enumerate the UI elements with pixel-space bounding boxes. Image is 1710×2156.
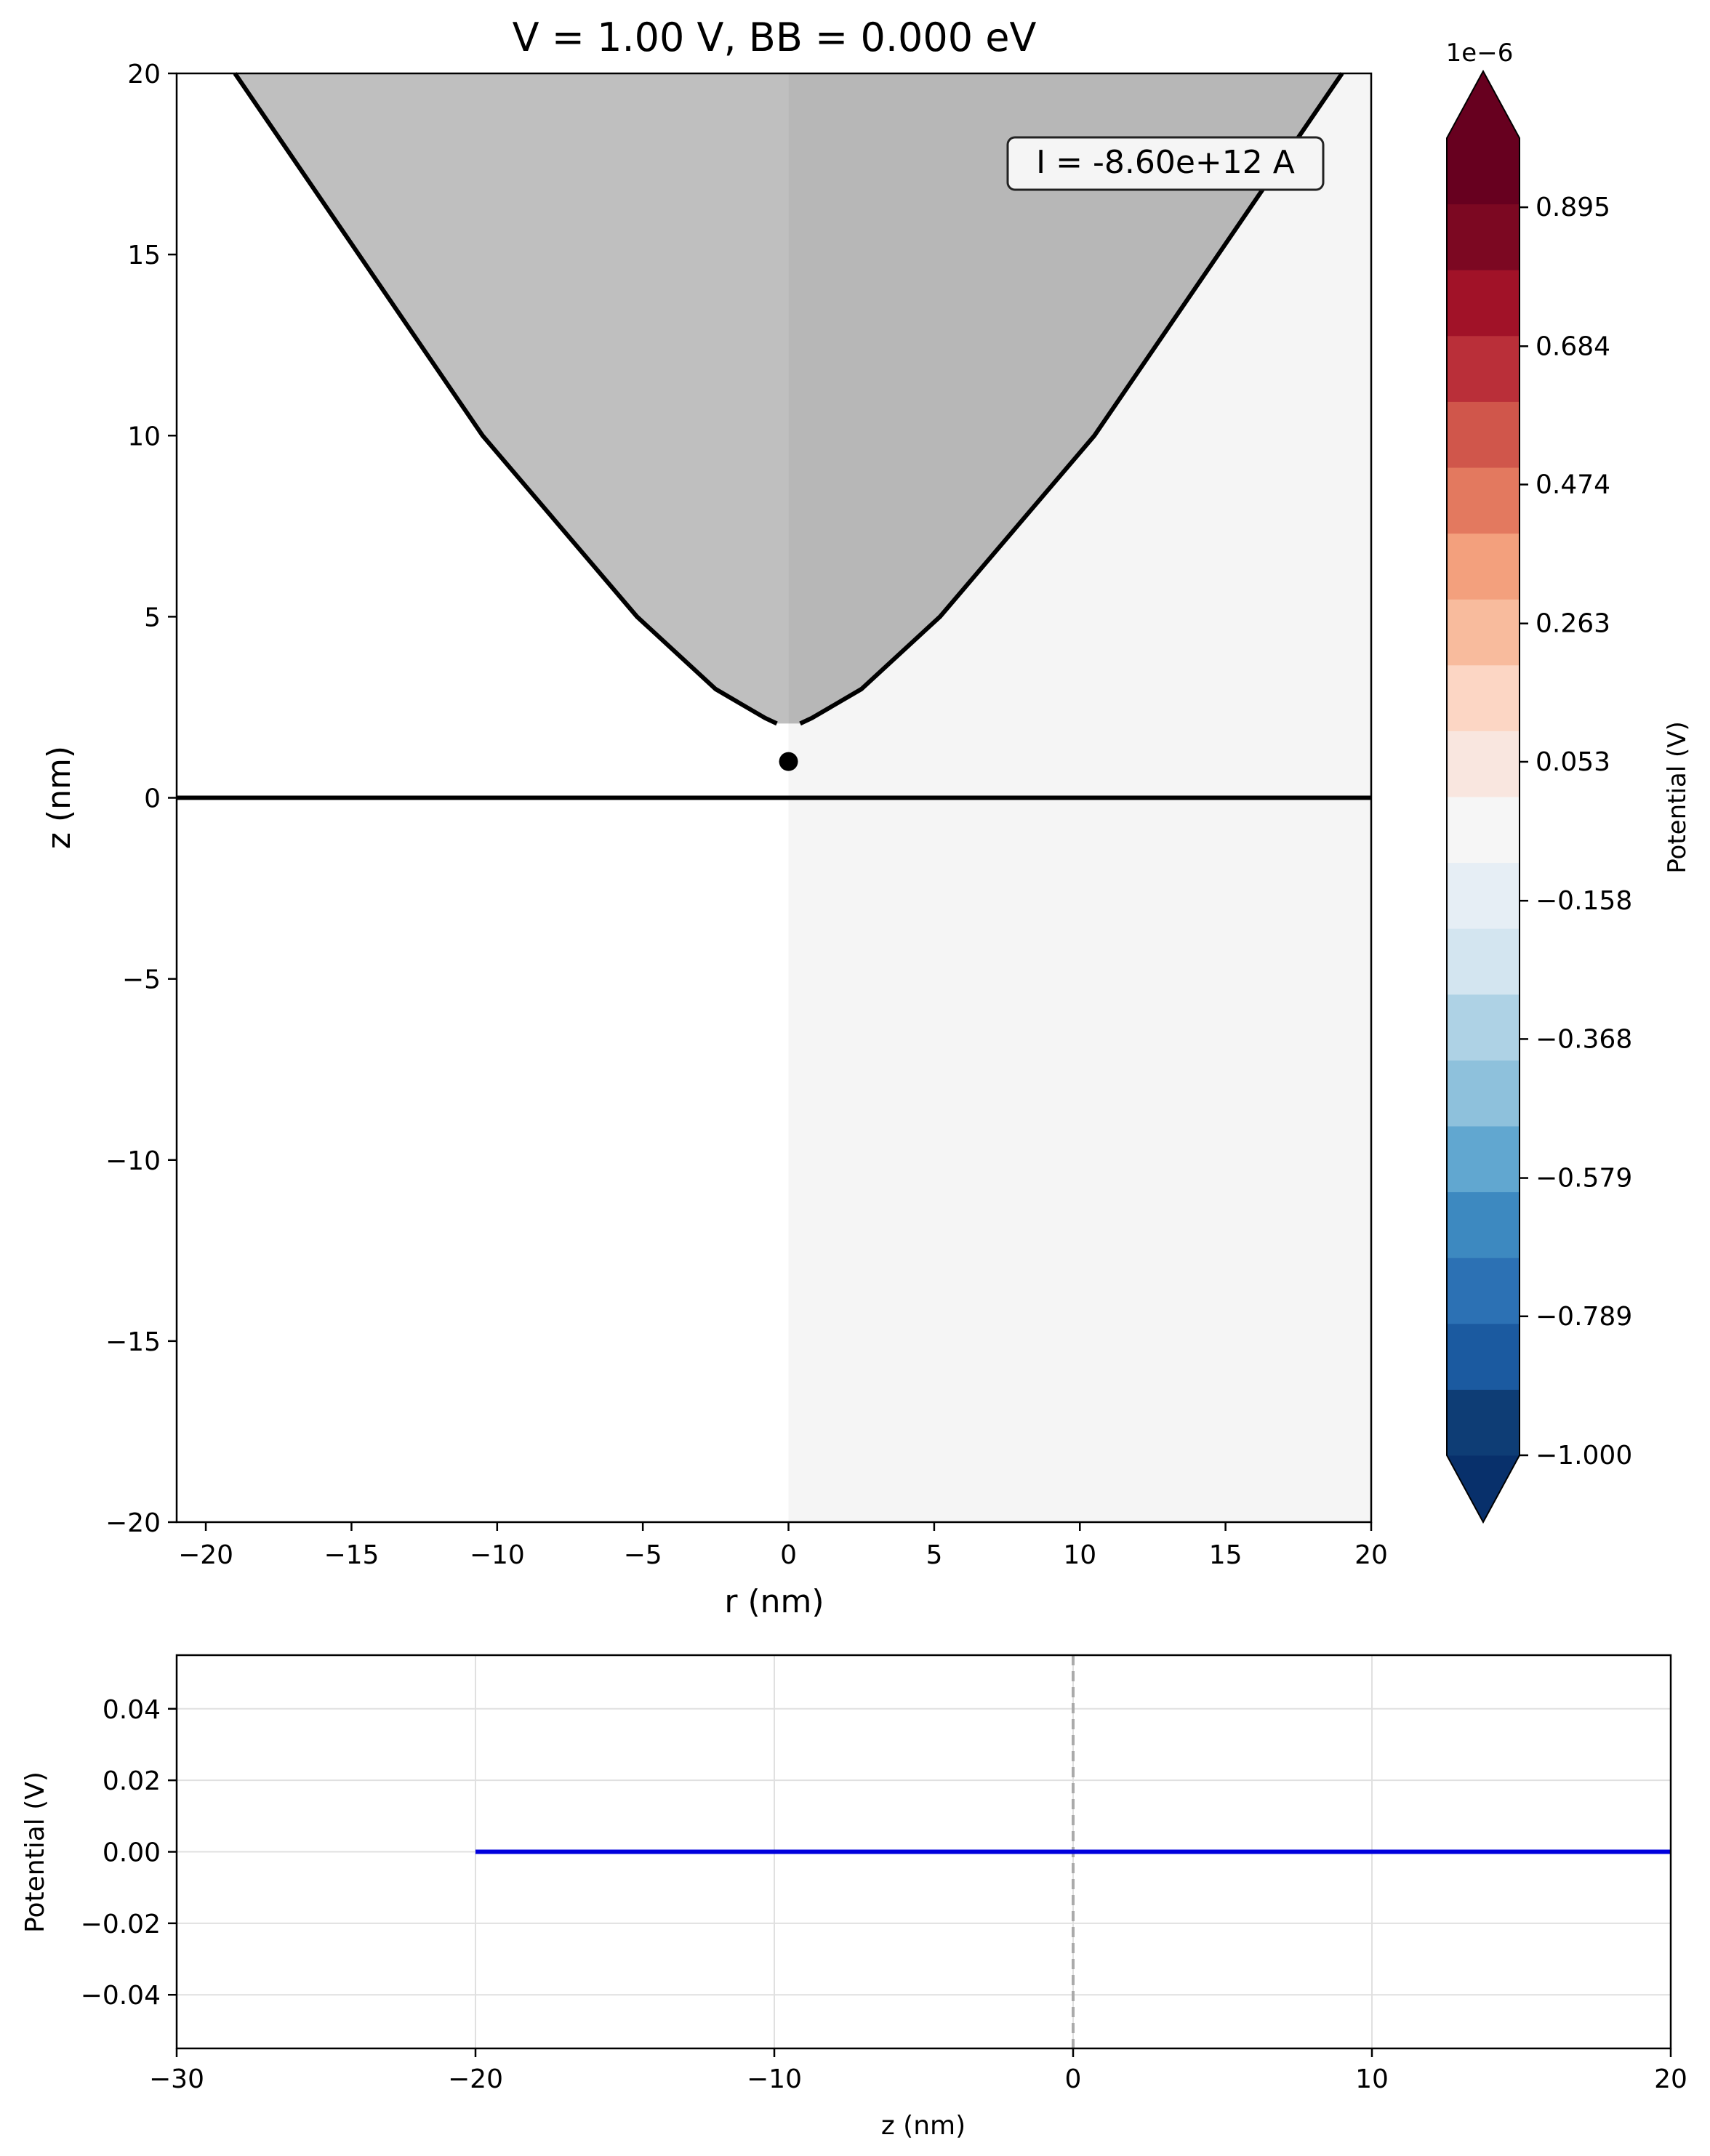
colorbar-ticks: 0.895 0.684 0.474 0.263 0.053 −0.158 −0.368 −0.… bbox=[1520, 193, 1632, 1471]
colorbar-level bbox=[1447, 797, 1520, 864]
x-tick-label: 20 bbox=[1354, 1540, 1388, 1570]
x-tick-label: −20 bbox=[448, 2064, 503, 2094]
y-tick-label: 0.00 bbox=[103, 1838, 161, 1868]
colorbar-tick-label: −1.000 bbox=[1536, 1441, 1632, 1471]
x-tick-label: 5 bbox=[926, 1540, 942, 1570]
y-axis-label: z (nm) bbox=[41, 746, 78, 849]
colorbar-level bbox=[1447, 599, 1520, 666]
x-axis-label: z (nm) bbox=[881, 2111, 966, 2141]
potential-profile-panel: −30 −20 −10 0 10 20 0.04 0.02 0.00 −0.02 −0.04 z (… bbox=[20, 1654, 1687, 2141]
colorbar-level bbox=[1447, 138, 1520, 205]
x-axis-label: r (nm) bbox=[724, 1583, 824, 1620]
colorbar-level bbox=[1447, 204, 1520, 270]
y-tick-label: 0.04 bbox=[103, 1695, 161, 1725]
y-axis-label: Potential (V) bbox=[20, 1771, 50, 1933]
chart-title: V = 1.00 V, BB = 0.000 eV bbox=[513, 15, 1037, 60]
colorbar-tick-label: −0.158 bbox=[1536, 886, 1632, 916]
x-tick-label: −10 bbox=[747, 2064, 802, 2094]
colorbar-level bbox=[1447, 1323, 1520, 1390]
colorbar-tick-label: 0.895 bbox=[1536, 193, 1610, 222]
colorbar-tick-label: 0.053 bbox=[1536, 747, 1610, 777]
x-tick-label: −10 bbox=[470, 1540, 525, 1570]
colorbar: 1e−6 0.895 0.684 0.474 0.263 0.053 −0.158 −0.3… bbox=[1446, 39, 1692, 1524]
colorbar-level bbox=[1447, 1389, 1520, 1456]
y-tick-label: 5 bbox=[144, 603, 161, 632]
y-tick-label: −0.04 bbox=[81, 1981, 161, 2011]
colorbar-level bbox=[1447, 270, 1520, 337]
colorbar-level bbox=[1447, 664, 1520, 731]
colorbar-level bbox=[1447, 533, 1520, 600]
y-tick-label: 10 bbox=[127, 422, 161, 451]
y-tick-label: −10 bbox=[105, 1146, 161, 1176]
axes: −20 −15 −10 −5 0 5 10 15 20 −20 −15 −10 −5 0 5 10 15 20 bbox=[105, 60, 1388, 1570]
colorbar-tick-label: −0.368 bbox=[1536, 1024, 1632, 1054]
colorbar-label: Potential (V) bbox=[1663, 721, 1692, 874]
y-tick-label: −0.02 bbox=[81, 1910, 161, 1939]
y-tick-label: 0 bbox=[144, 784, 161, 814]
colorbar-level bbox=[1447, 401, 1520, 468]
y-tick-label: −5 bbox=[122, 965, 161, 995]
colorbar-tick-label: −0.789 bbox=[1536, 1302, 1632, 1332]
colorbar-level bbox=[1447, 1258, 1520, 1324]
x-tick-label: 10 bbox=[1355, 2064, 1389, 2094]
colorbar-tick-label: 0.474 bbox=[1536, 470, 1610, 500]
current-annotation-box bbox=[1006, 136, 1325, 191]
x-tick-label: −30 bbox=[149, 2064, 204, 2094]
x-tick-label: 10 bbox=[1063, 1540, 1096, 1570]
colorbar-level bbox=[1447, 1126, 1520, 1193]
colorbar-scale-label: 1e−6 bbox=[1446, 39, 1514, 68]
colorbar-tick-label: −0.579 bbox=[1536, 1164, 1632, 1194]
colorbar-level bbox=[1447, 928, 1520, 995]
colorbar-level bbox=[1447, 862, 1520, 929]
tip-body-right bbox=[788, 73, 1342, 724]
colorbar-level bbox=[1447, 731, 1520, 797]
colorbar-level bbox=[1447, 1060, 1520, 1127]
current-annotation: I = -8.60e+12 A bbox=[1036, 144, 1295, 181]
tip-outline-left bbox=[233, 72, 778, 726]
x-tick-label: −20 bbox=[178, 1540, 233, 1570]
x-tick-label: 20 bbox=[1654, 2064, 1687, 2094]
y-tick-label: 0.02 bbox=[103, 1766, 161, 1796]
y-tick-label: −20 bbox=[105, 1508, 161, 1538]
y-tick-label: 20 bbox=[127, 60, 161, 89]
tip-body-left bbox=[235, 73, 789, 724]
colorbar-tick-label: 0.263 bbox=[1536, 609, 1610, 639]
x-tick-label: 15 bbox=[1209, 1540, 1243, 1570]
colorbar-extend-min bbox=[1447, 1455, 1520, 1522]
x-tick-label: 0 bbox=[1065, 2064, 1082, 2094]
probe-point bbox=[779, 752, 798, 771]
colorbar-level bbox=[1447, 467, 1520, 534]
colorbar-level bbox=[1447, 335, 1520, 402]
axes: −30 −20 −10 0 10 20 0.04 0.02 0.00 −0.02 −0.04 bbox=[81, 1654, 1687, 2094]
tip-outline-right bbox=[799, 72, 1344, 726]
colorbar-outline bbox=[1446, 69, 1520, 1524]
colorbar-tick-label: 0.684 bbox=[1536, 331, 1610, 361]
y-tick-label: −15 bbox=[105, 1327, 161, 1357]
colorbar-level bbox=[1447, 994, 1520, 1061]
y-tick-label: 15 bbox=[127, 241, 161, 270]
colorbar-extend-max bbox=[1447, 71, 1520, 138]
x-tick-label: 0 bbox=[780, 1540, 797, 1570]
potential-map-panel: V = 1.00 V, BB = 0.000 eV −20 −15 −10 −5 0 5 1… bbox=[41, 15, 1388, 1620]
colorbar-body bbox=[1446, 69, 1520, 1524]
x-tick-label: −15 bbox=[324, 1540, 379, 1570]
plot-area bbox=[475, 1655, 1671, 2048]
plot-area bbox=[177, 72, 1371, 1522]
colorbar-level bbox=[1447, 1191, 1520, 1258]
x-tick-label: −5 bbox=[624, 1540, 662, 1570]
